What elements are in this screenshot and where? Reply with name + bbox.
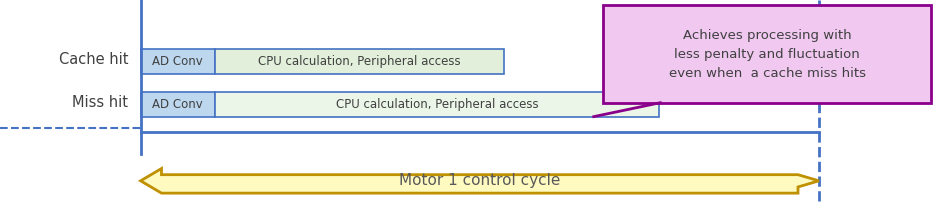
Text: CPU calculation, Peripheral access: CPU calculation, Peripheral access: [335, 98, 539, 111]
Bar: [215, 49, 504, 74]
Text: AD Conv: AD Conv: [152, 55, 203, 68]
Text: Motor 1 control cycle: Motor 1 control cycle: [399, 173, 560, 188]
Text: CPU calculation, Peripheral access: CPU calculation, Peripheral access: [258, 55, 461, 68]
Text: Miss hit: Miss hit: [72, 95, 128, 110]
Text: Achieves processing with
less penalty and fluctuation
even when  a cache miss hi: Achieves processing with less penalty an…: [669, 28, 865, 80]
Polygon shape: [141, 169, 819, 193]
Text: Cache hit: Cache hit: [59, 52, 128, 67]
Bar: [215, 92, 659, 117]
Bar: [141, 92, 215, 117]
Text: AD Conv: AD Conv: [152, 98, 203, 111]
Bar: [141, 49, 215, 74]
Bar: [603, 5, 931, 103]
